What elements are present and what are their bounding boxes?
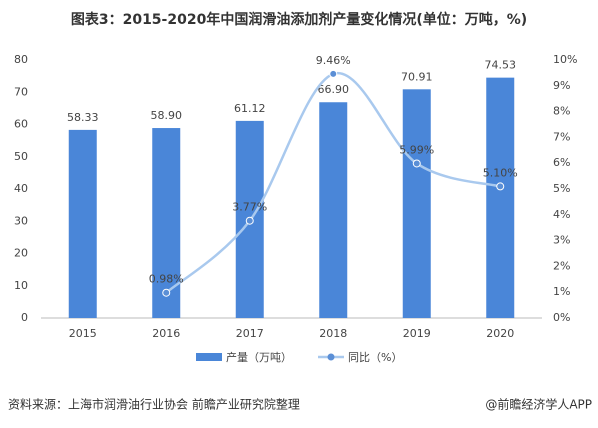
line-value-label: 3.77% — [232, 201, 267, 214]
line-marker — [496, 182, 505, 191]
credit: @前瞻经济学人APP — [485, 397, 592, 412]
bar-value-label: 74.53 — [485, 59, 517, 72]
bar-value-label: 58.90 — [151, 109, 183, 122]
y-tick-label: 40 — [14, 182, 28, 195]
y2-tick-label: 6% — [553, 156, 570, 169]
y-tick-label: 50 — [14, 150, 28, 163]
y2-tick-label: 10% — [553, 53, 577, 66]
source: 资料来源：上海市润滑油行业协会 前瞻产业研究院整理 — [8, 397, 300, 412]
x-tick-label: 2019 — [403, 327, 431, 340]
y2-tick-label: 0% — [553, 311, 570, 324]
bar — [402, 89, 431, 318]
legend-label: 同比（%） — [348, 351, 402, 364]
legend-swatch — [327, 353, 335, 361]
bar-value-label: 70.91 — [401, 70, 433, 83]
line-value-label: 5.10% — [483, 166, 518, 179]
bar — [68, 129, 97, 318]
legend-label: 产量（万吨） — [226, 350, 292, 364]
y-tick-label: 60 — [14, 118, 28, 131]
y-tick-label: 10 — [14, 279, 28, 292]
y2-tick-label: 2% — [553, 259, 570, 272]
y2-tick-label: 3% — [553, 234, 570, 247]
x-tick-label: 2017 — [236, 327, 264, 340]
line-marker — [162, 288, 171, 297]
legend-swatch — [196, 353, 222, 361]
y2-tick-label: 4% — [553, 208, 570, 221]
y2-tick-label: 1% — [553, 285, 570, 298]
x-tick-label: 2018 — [319, 327, 347, 340]
bar-value-label: 58.33 — [67, 111, 99, 124]
x-tick-label: 2016 — [152, 327, 180, 340]
line-marker — [245, 216, 254, 225]
chart-title: 图表3：2015-2020年中国润滑油添加剂产量变化情况(单位：万吨，%) — [71, 11, 527, 28]
bar — [486, 77, 515, 318]
y-tick-label: 80 — [14, 53, 28, 66]
y2-tick-label: 8% — [553, 105, 570, 118]
y-tick-label: 0 — [21, 311, 28, 324]
y-tick-label: 70 — [14, 85, 28, 98]
y-tick-label: 20 — [14, 247, 28, 260]
line-marker — [412, 159, 421, 168]
line-value-label: 5.99% — [399, 143, 434, 156]
y2-tick-label: 7% — [553, 130, 570, 143]
line-marker — [329, 69, 338, 78]
line-value-label: 9.46% — [316, 54, 351, 67]
x-tick-label: 2015 — [69, 327, 97, 340]
line-value-label: 0.98% — [149, 273, 184, 286]
bar — [319, 102, 348, 318]
x-tick-label: 2020 — [486, 327, 514, 340]
bar-value-label: 66.90 — [318, 83, 350, 96]
y2-tick-label: 5% — [553, 182, 570, 195]
y2-tick-label: 9% — [553, 79, 570, 92]
bar-value-label: 61.12 — [234, 102, 266, 115]
y-tick-label: 30 — [14, 214, 28, 227]
